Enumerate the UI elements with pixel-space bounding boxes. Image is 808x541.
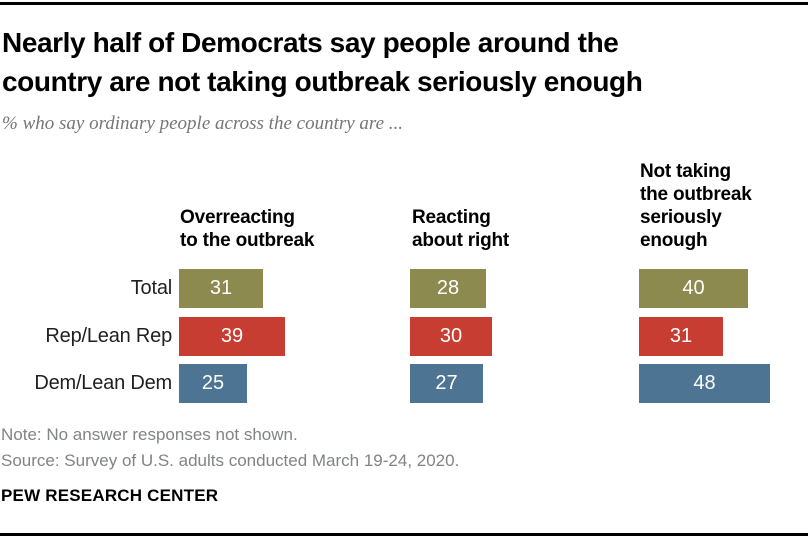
series-header-line: Not taking <box>640 161 731 182</box>
bar-rep-about-right: 30 <box>410 317 492 356</box>
bar-total-about-right: 28 <box>410 269 486 308</box>
bar-value-label: 31 <box>669 325 693 347</box>
chart-subtitle: % who say ordinary people across the cou… <box>2 113 404 134</box>
series-header-line: the outbreak <box>640 184 752 205</box>
bar-value-label: 31 <box>209 277 233 299</box>
bar-value-label: 40 <box>682 277 705 299</box>
bar-value-label: 27 <box>435 372 458 394</box>
series-header-line: about right <box>412 230 510 251</box>
note-text: Note: No answer responses not shown. <box>1 425 298 444</box>
bar-rep-not-seriously: 31 <box>639 317 723 356</box>
series-header-line: Overreacting <box>180 207 295 228</box>
source-text: Source: Survey of U.S. adults conducted … <box>1 450 460 470</box>
row-label-dem-lean-dem: Dem/Lean Dem <box>34 372 172 394</box>
bar-rep-overreacting: 39 <box>179 317 285 356</box>
bar-dem-not-seriously: 48 <box>639 364 770 403</box>
row-label-total: Total <box>130 277 172 299</box>
brand-wordmark: PEW RESEARCH CENTER <box>1 486 219 505</box>
row-label-rep-lean-rep: Rep/Lean Rep <box>45 325 172 347</box>
bar-total-overreacting: 31 <box>179 269 263 308</box>
series-header-line: to the outbreak <box>180 230 315 251</box>
chart-title-line-1: Nearly half of Democrats say people arou… <box>2 27 619 58</box>
series-header-reacting-about-right: Reacting about right <box>412 206 509 252</box>
series-header-line: seriously <box>640 207 722 228</box>
bar-value-label: 28 <box>436 277 460 299</box>
chart-title-line-2: country are not taking outbreak seriousl… <box>2 66 643 97</box>
bar-value-label: 25 <box>201 372 225 394</box>
bar-total-not-seriously: 40 <box>639 269 748 308</box>
footnotes: Note: No answer responses not shown. Sou… <box>1 422 459 473</box>
top-rule <box>0 2 808 5</box>
bottom-rule <box>0 533 808 536</box>
series-header-line: Reacting <box>412 207 491 228</box>
bar-value-label: 48 <box>693 372 716 394</box>
series-header-not-taking-seriously: Not taking the outbreak seriously enough <box>640 160 752 252</box>
series-header-overreacting: Overreacting to the outbreak <box>180 206 314 252</box>
bar-dem-about-right: 27 <box>410 364 483 403</box>
series-header-line: enough <box>640 230 708 251</box>
chart-title: Nearly half of Democrats say people arou… <box>2 23 643 101</box>
bar-value-label: 30 <box>439 325 463 347</box>
bar-dem-overreacting: 25 <box>179 364 247 403</box>
bar-value-label: 39 <box>220 325 244 347</box>
